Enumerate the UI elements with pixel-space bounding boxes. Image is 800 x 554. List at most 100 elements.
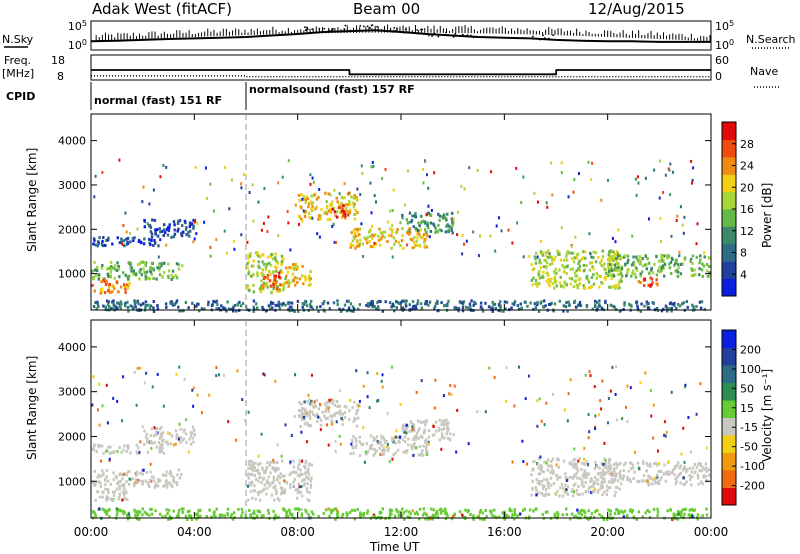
rti-cell xyxy=(114,305,117,309)
rti-cell xyxy=(226,511,229,515)
rti-cell xyxy=(304,210,307,213)
rti-cell xyxy=(131,477,135,481)
rti-cell xyxy=(92,510,95,513)
rti-speckle xyxy=(493,375,496,379)
rti-cell xyxy=(626,271,629,275)
rti-cell xyxy=(146,481,150,485)
rti-cell xyxy=(126,236,130,240)
rti-cell xyxy=(426,224,429,228)
rti-cell xyxy=(490,306,493,310)
rti-cell xyxy=(531,487,534,490)
rti-cell xyxy=(462,300,466,304)
rti-speckle xyxy=(566,419,569,423)
rti-cell xyxy=(132,269,135,273)
rti-cell xyxy=(577,484,580,488)
rti-cell xyxy=(641,515,644,519)
rti-cell xyxy=(272,478,275,482)
rti-cell xyxy=(436,309,439,313)
rti-cell xyxy=(113,490,117,494)
rti-cell xyxy=(315,197,319,201)
velocity-colorbar-tick-label: 50 xyxy=(740,382,754,395)
rti-cell xyxy=(407,229,410,233)
rti-cell xyxy=(91,284,94,287)
rti-cell xyxy=(127,283,130,287)
rti-cell xyxy=(609,273,612,277)
rti-cell xyxy=(696,476,700,480)
rti-cell xyxy=(556,514,559,518)
rti-cell xyxy=(309,485,312,489)
rti-cell xyxy=(394,451,397,455)
rti-cell xyxy=(366,241,369,245)
rti-cell xyxy=(424,445,428,449)
rti-cell xyxy=(491,514,494,518)
rti-speckle xyxy=(670,234,673,238)
rti-speckle xyxy=(600,407,603,411)
rti-cell xyxy=(170,434,174,438)
rti-cell xyxy=(668,473,671,477)
rti-cell xyxy=(301,472,304,476)
rti-cell xyxy=(405,449,409,453)
nsearch-point xyxy=(359,24,362,27)
rti-speckle xyxy=(695,412,698,416)
rti-cell xyxy=(444,507,447,511)
rti-speckle xyxy=(422,181,425,185)
rti-cell xyxy=(612,254,616,258)
rti-cell xyxy=(313,400,316,404)
rti-cell xyxy=(380,511,383,515)
rti-cell xyxy=(538,457,541,461)
rti-cell xyxy=(259,462,262,466)
rti-cell xyxy=(280,260,284,264)
rti-cell xyxy=(446,424,449,428)
rti-speckle xyxy=(498,216,500,220)
rti-cell xyxy=(631,509,635,512)
rti-cell xyxy=(278,499,281,502)
rti-cell xyxy=(232,305,235,309)
rti-cell xyxy=(703,307,706,311)
rti-cell xyxy=(380,436,383,440)
rti-cell xyxy=(191,223,194,227)
rti-cell xyxy=(419,420,423,424)
rti-cell xyxy=(274,513,277,517)
rti-cell xyxy=(353,400,356,404)
rti-cell xyxy=(95,450,98,454)
rti-cell xyxy=(281,490,284,494)
rti-cell xyxy=(157,441,161,445)
rti-cell xyxy=(105,279,108,283)
rti-cell xyxy=(601,493,604,497)
rti-cell xyxy=(597,482,600,486)
rti-cell xyxy=(605,489,609,493)
rti-cell xyxy=(116,301,119,305)
rti-cell xyxy=(277,271,281,275)
rti-cell xyxy=(617,509,621,513)
rti-cell xyxy=(601,474,604,478)
rti-cell xyxy=(692,305,695,309)
rti-cell xyxy=(180,309,183,313)
rti-speckle xyxy=(366,371,369,375)
rti-cell xyxy=(133,299,136,303)
rti-cell xyxy=(268,279,272,283)
rti-cell xyxy=(221,513,224,517)
rti-cell xyxy=(307,476,310,480)
rti-cell xyxy=(358,242,361,246)
rti-cell xyxy=(578,301,582,304)
rti-speckle xyxy=(121,242,124,246)
rti-cell xyxy=(261,268,264,272)
rti-cell xyxy=(379,231,383,235)
rti-cell xyxy=(192,440,195,444)
rti-cell xyxy=(299,425,302,428)
rti-cell xyxy=(708,265,711,268)
rti-cell xyxy=(93,483,96,487)
rti-speckle xyxy=(399,403,402,406)
rti-cell xyxy=(298,401,301,405)
rti-speckle xyxy=(526,462,529,466)
rti-speckle xyxy=(312,180,315,184)
rti-cell xyxy=(298,215,302,219)
rti-cell xyxy=(260,481,263,485)
rti-cell xyxy=(443,427,446,431)
rti-cell xyxy=(267,304,271,308)
rti-speckle xyxy=(683,385,686,389)
rti-cell xyxy=(507,515,510,519)
rti-cell xyxy=(378,440,381,444)
rti-cell xyxy=(658,266,661,270)
rti-speckle xyxy=(634,177,637,181)
